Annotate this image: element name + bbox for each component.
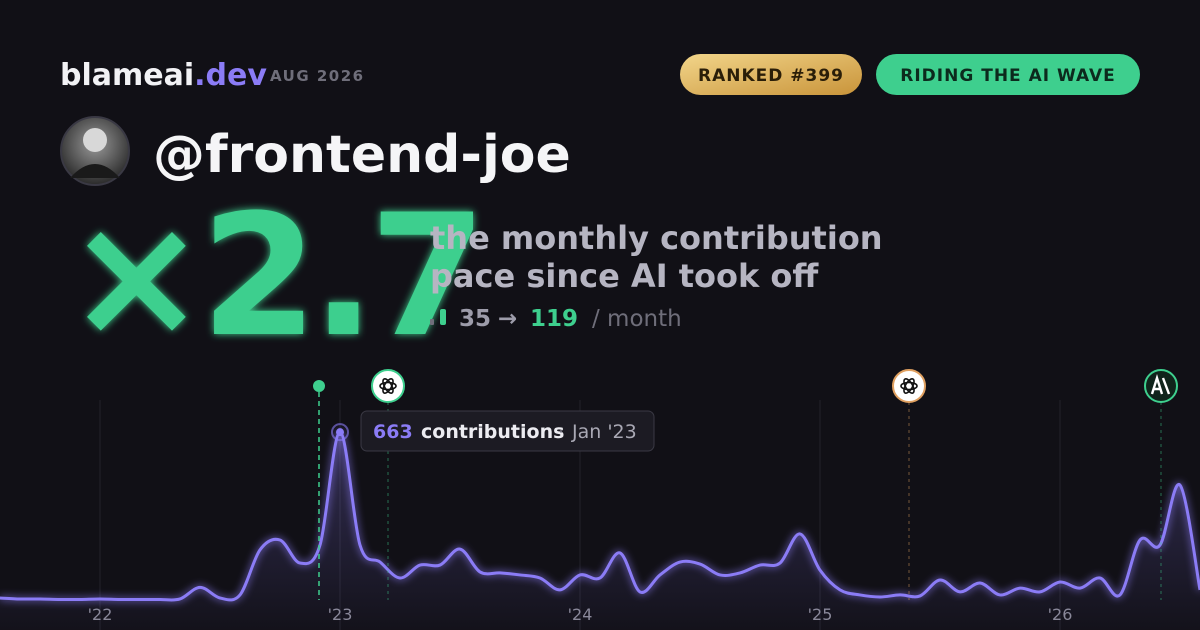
stats: 35 → 119 / month xyxy=(459,306,682,332)
rank-badge xyxy=(680,54,862,95)
avatar-body xyxy=(70,164,120,178)
tooltip-date: Jan '23 xyxy=(571,421,637,443)
date: AUG 2026 xyxy=(270,67,365,85)
after-value: 119 xyxy=(530,306,578,332)
tooltip-separator: · xyxy=(558,421,564,443)
anthropic-logo xyxy=(1150,373,1171,395)
avatar-face xyxy=(83,128,107,152)
handle: @frontend-joe xyxy=(153,125,571,185)
arrow: → xyxy=(498,306,517,332)
event-dot xyxy=(313,380,325,392)
tooltip-text: 663 contributions· Jan '23 xyxy=(373,421,637,443)
event-icon xyxy=(371,369,405,403)
chart: '22'23'24'25'26 xyxy=(0,400,1200,630)
rank-badge-text: RANKED #399 xyxy=(698,66,844,86)
caption-line: the monthly contribution xyxy=(430,219,883,257)
openai-logo xyxy=(900,378,918,394)
line xyxy=(0,430,1200,602)
area xyxy=(0,432,1200,630)
caption-line: pace since AI took off xyxy=(430,257,819,295)
brand: blameai.dev xyxy=(60,58,267,93)
openai-logo xyxy=(379,378,397,394)
event-icon xyxy=(1144,369,1178,403)
before-value: 35 xyxy=(459,306,491,332)
tooltip-value: 663 xyxy=(373,421,413,443)
event-icon xyxy=(892,369,926,403)
wave-badge-text: RIDING THE AI WAVE xyxy=(900,66,1115,86)
peak-marker xyxy=(331,423,349,442)
brand-name: blameai xyxy=(60,58,194,93)
stat-icon xyxy=(440,309,446,325)
unit: / month xyxy=(592,306,682,332)
peak-dot xyxy=(336,428,344,437)
tooltip-unit: contributions xyxy=(421,421,564,443)
stat-icon xyxy=(430,319,434,325)
wave-badge xyxy=(876,54,1140,95)
tooltip xyxy=(360,410,655,452)
brand-tld: .dev xyxy=(194,58,267,93)
multiplier: ×2.7 xyxy=(66,178,480,374)
